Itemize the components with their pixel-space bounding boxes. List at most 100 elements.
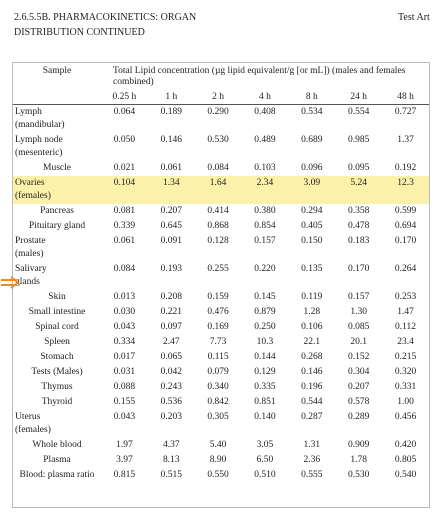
value-cell: 0.536 xyxy=(160,397,182,407)
value-cell: 0.414 xyxy=(207,206,229,216)
table-body: Lymph (mandibular) 0.064 0.189 0.290 0.408 0.… xyxy=(13,105,429,484)
value-cell: 0.879 xyxy=(254,307,276,317)
value-cell: 0.985 xyxy=(347,135,370,145)
value-cell: 0.489 xyxy=(254,135,276,145)
value-cell: 0.476 xyxy=(207,307,229,317)
value-cell: 20.1 xyxy=(350,337,367,347)
value-cell: 0.183 xyxy=(347,236,370,246)
value-cell: 0.103 xyxy=(254,163,276,173)
table-row: Prostate (males) 0.061 0.091 0.128 0.157 0.15… xyxy=(13,234,429,262)
value-cell: 0.135 xyxy=(301,264,323,274)
value-cell: 0.340 xyxy=(207,382,229,392)
value-cell: 1.30 xyxy=(350,307,367,317)
value-cell: 0.534 xyxy=(301,107,323,117)
value-cell: 0.145 xyxy=(254,292,276,302)
value-cell: 0.084 xyxy=(113,264,136,274)
value-cell: 0.320 xyxy=(394,367,417,377)
sample-name: Plasma xyxy=(43,455,71,465)
value-cell: 0.555 xyxy=(301,470,323,480)
value-cell: 0.021 xyxy=(113,163,136,173)
value-cell: 0.909 xyxy=(347,440,370,450)
table-row: Small intestine 0.030 0.221 0.476 0.879 1.28 1… xyxy=(13,305,429,320)
value-cell: 0.554 xyxy=(347,107,370,117)
value-cell: 0.128 xyxy=(207,236,229,246)
value-cell: 1.00 xyxy=(397,397,414,407)
time-heading: 0.25 h xyxy=(101,89,148,105)
value-cell: 0.042 xyxy=(160,367,182,377)
value-cell: 0.146 xyxy=(301,367,323,377)
value-cell: 0.805 xyxy=(394,455,417,465)
value-cell: 0.079 xyxy=(207,367,229,377)
value-cell: 0.243 xyxy=(160,382,182,392)
value-cell: 0.097 xyxy=(160,322,182,332)
value-cell: 0.578 xyxy=(347,397,370,407)
corner-label: Test Art xyxy=(398,12,430,23)
value-cell: 0.150 xyxy=(301,236,323,246)
value-cell: 0.215 xyxy=(394,352,417,362)
value-cell: 6.50 xyxy=(256,455,274,465)
value-cell: 0.170 xyxy=(394,236,417,246)
value-cell: 0.085 xyxy=(347,322,370,332)
value-cell: 1.64 xyxy=(194,176,242,204)
table-row: Spleen 0.334 2.47 7.73 10.3 22.1 20.1 23.4 xyxy=(13,335,429,350)
value-cell: 0.335 xyxy=(254,382,276,392)
value-cell: 0.253 xyxy=(394,292,417,302)
value-cell: 0.694 xyxy=(394,221,417,231)
sample-name: Skin xyxy=(48,292,66,302)
table-row: Thymus 0.088 0.243 0.340 0.335 0.196 0.207 0.33… xyxy=(13,380,429,395)
value-cell: 1.31 xyxy=(303,440,321,450)
pointer-arrow xyxy=(1,276,20,289)
value-cell: 0.192 xyxy=(394,163,417,173)
table-row: Stomach 0.017 0.065 0.115 0.144 0.268 0.152 0.2… xyxy=(13,350,429,365)
value-cell: 0.013 xyxy=(113,292,136,302)
value-cell: 0.294 xyxy=(301,206,323,216)
value-cell: 0.255 xyxy=(207,264,229,274)
value-cell: 10.3 xyxy=(256,337,274,347)
value-cell: 0.081 xyxy=(113,206,136,216)
value-cell: 1.78 xyxy=(350,455,367,465)
sample-name: Stomach xyxy=(40,352,74,362)
value-cell: 3.09 xyxy=(288,176,336,204)
sample-name: Small intestine xyxy=(28,307,86,317)
value-cell: 0.268 xyxy=(301,352,323,362)
value-cell: 0.456 xyxy=(394,412,417,422)
time-heading: 48 h xyxy=(382,89,429,105)
value-cell: 0.544 xyxy=(301,397,323,407)
value-cell: 0.842 xyxy=(207,397,229,407)
sample-name: Thymus xyxy=(41,382,73,392)
table-row: Salivary glands 0.084 0.193 0.255 0.220 0.135… xyxy=(13,262,429,290)
value-cell: 0.112 xyxy=(395,322,417,332)
value-cell: 8.90 xyxy=(209,455,227,465)
value-cell: 1.37 xyxy=(397,135,414,145)
time-heading: 8 h xyxy=(288,89,336,105)
value-cell: 0.207 xyxy=(347,382,370,392)
table-row: Spinal cord 0.043 0.097 0.169 0.250 0.106 0.08… xyxy=(13,320,429,335)
value-cell: 0.157 xyxy=(347,292,370,302)
table-row: Pituitary gland 0.339 0.645 0.868 0.854 0.405… xyxy=(13,219,429,234)
value-cell: 0.203 xyxy=(160,412,182,422)
value-cell: 0.380 xyxy=(254,206,276,216)
value-cell: 7.73 xyxy=(209,337,227,347)
value-cell: 0.250 xyxy=(254,322,276,332)
sample-name: Blood: plasma ratio xyxy=(19,470,95,480)
value-cell: 0.196 xyxy=(301,382,323,392)
value-cell: 0.159 xyxy=(207,292,229,302)
sample-name: Whole blood xyxy=(32,440,82,450)
value-cell: 0.289 xyxy=(347,412,370,422)
value-cell: 0.478 xyxy=(347,221,370,231)
sample-name: Lymph node (mesenteric) xyxy=(15,135,63,158)
value-cell: 0.339 xyxy=(113,221,136,231)
table-row: Uterus (females) 0.043 0.203 0.305 0.140 0.28… xyxy=(13,410,429,438)
sample-name: Pancreas xyxy=(40,206,74,216)
table-row: Plasma 3.97 8.13 8.90 6.50 2.36 1.78 0.805 xyxy=(13,453,429,468)
value-cell: 23.4 xyxy=(397,337,414,347)
value-cell: 0.017 xyxy=(113,352,136,362)
value-cell: 0.169 xyxy=(207,322,229,332)
value-cell: 0.854 xyxy=(254,221,276,231)
data-table: Sample Total Lipid concentration (µg lip… xyxy=(13,63,429,483)
value-cell: 0.155 xyxy=(113,397,136,407)
value-cell: 0.645 xyxy=(160,221,182,231)
